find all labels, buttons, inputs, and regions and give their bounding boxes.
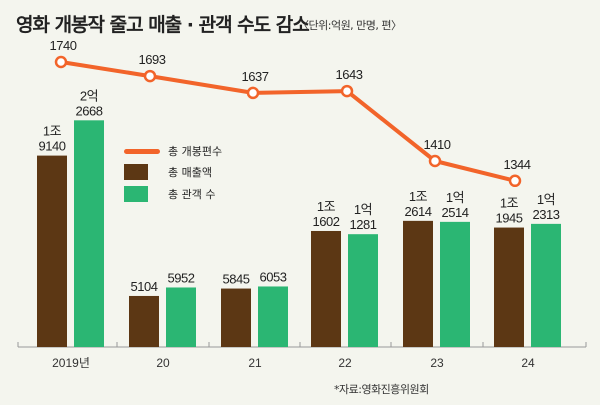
- revenue-bar: [403, 220, 433, 347]
- legend-item-releases: 총 개봉편수: [124, 143, 222, 159]
- audience-bar: [258, 286, 288, 347]
- bar-label-prefix: 1조: [409, 189, 428, 204]
- chart-title: 영화 개봉작 줄고 매출 · 관객 수도 감소: [16, 14, 310, 36]
- bar-label-prefix: 1억: [354, 202, 372, 217]
- bar-label: 1281: [350, 217, 377, 232]
- legend-label: 총 개봉편수: [168, 145, 223, 158]
- releases-label: 1740: [50, 38, 77, 53]
- bar-label: 5952: [168, 270, 195, 285]
- legend-line-swatch: [124, 148, 160, 154]
- bar-label-prefix: 1억: [537, 192, 555, 207]
- audience-bar: [531, 223, 561, 347]
- legend-item-audience: 총 관객 수: [124, 186, 215, 202]
- releases-label: 1344: [504, 157, 531, 172]
- bar-label: 1602: [313, 214, 340, 229]
- revenue-bar: [311, 230, 341, 347]
- audience-bar: [348, 234, 378, 347]
- revenue-bar: [129, 295, 159, 347]
- x-tick-label: 23: [430, 356, 444, 370]
- bar-label-prefix: 1조: [317, 199, 336, 214]
- legend-bar-swatch: [124, 164, 148, 180]
- revenue-bar: [494, 227, 524, 347]
- bar-label-prefix: 1조: [43, 124, 62, 139]
- releases-line: [60, 60, 516, 183]
- revenue-bar: [37, 155, 67, 347]
- bar-label: 2313: [533, 207, 560, 222]
- releases-point: [508, 174, 522, 188]
- releases-label: 1693: [139, 52, 166, 67]
- bar-label-prefix: 2억: [80, 88, 98, 103]
- legend-label: 총 매출액: [168, 166, 212, 179]
- chart-subtitle: 〈단위:억원, 만명, 편〉: [298, 19, 402, 32]
- bar-label-prefix: 1억: [446, 190, 464, 205]
- x-tick-label: 21: [248, 356, 262, 370]
- releases-point: [54, 55, 68, 69]
- bar-label-prefix: 1조: [500, 196, 519, 211]
- x-tick-label: 2019년: [52, 356, 90, 370]
- bar-label: 5104: [131, 279, 158, 294]
- audience-bar: [166, 287, 196, 347]
- bar-label: 2614: [405, 204, 432, 219]
- x-tick-label: 22: [338, 356, 352, 370]
- bar-label: 2514: [442, 205, 469, 220]
- source-note: *자료:영화진흥위원회: [334, 383, 429, 396]
- releases-point: [246, 86, 260, 100]
- audience-bar: [74, 120, 104, 347]
- bar-label: 5845: [223, 272, 250, 287]
- legend-label: 총 관객 수: [168, 188, 216, 201]
- x-tick-label: 20: [156, 356, 170, 370]
- audience-bar: [440, 221, 470, 347]
- releases-label: 1410: [424, 137, 451, 152]
- revenue-bar: [221, 288, 251, 347]
- releases-label: 1637: [242, 69, 269, 84]
- x-tick-label: 24: [521, 356, 535, 370]
- legend-item-revenue: 총 매출액: [124, 164, 212, 180]
- bar-label: 2668: [76, 103, 103, 118]
- releases-point: [428, 154, 442, 168]
- releases-point: [340, 84, 354, 98]
- bar-label: 1945: [496, 211, 523, 226]
- legend-bar-swatch: [124, 186, 148, 202]
- bar-label: 9140: [39, 139, 66, 154]
- releases-point: [143, 69, 157, 83]
- bar-label: 6053: [260, 269, 287, 284]
- releases-label: 1643: [336, 67, 363, 82]
